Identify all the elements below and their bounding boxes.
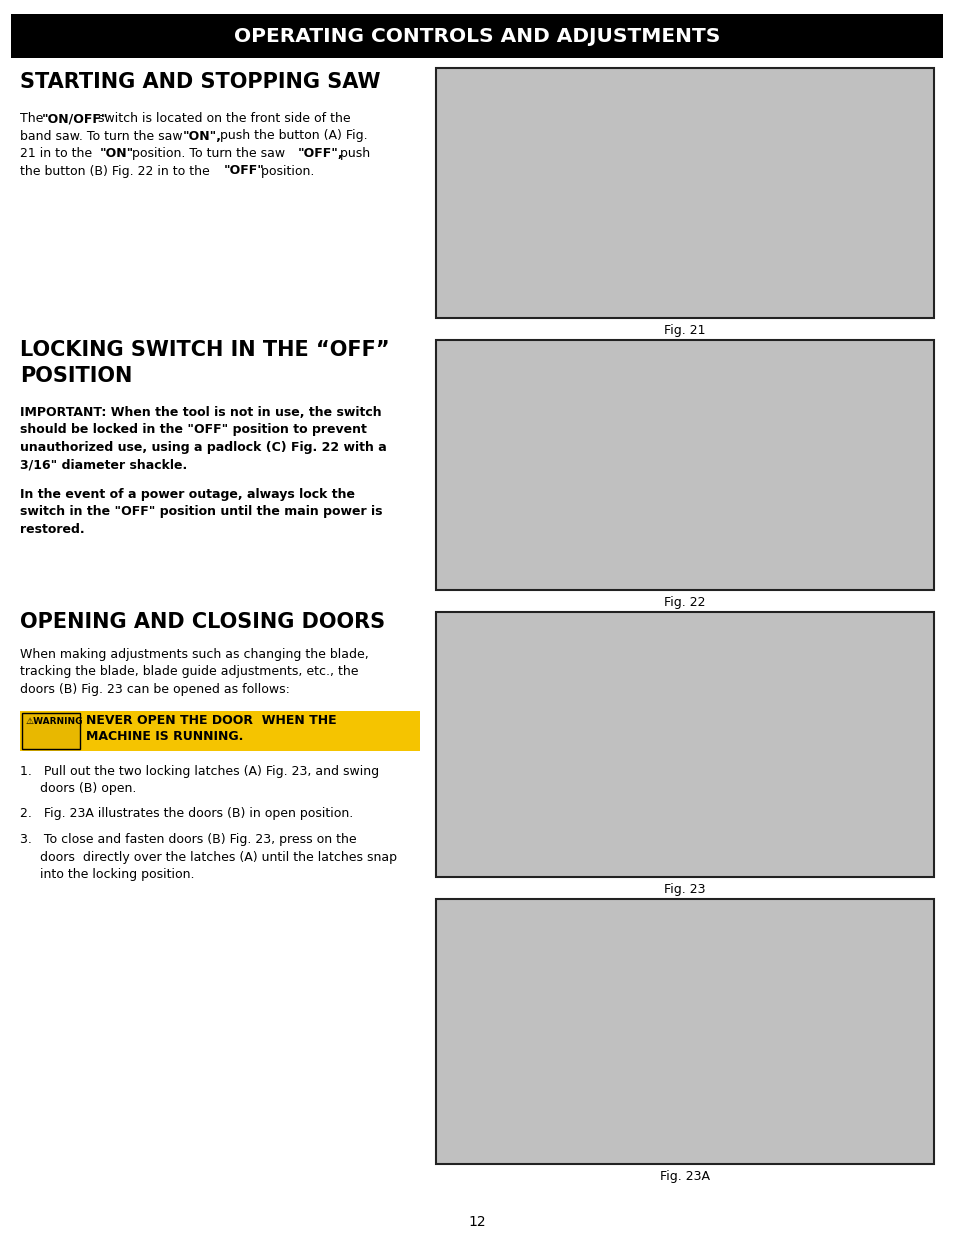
Text: band saw. To turn the saw: band saw. To turn the saw <box>20 130 187 142</box>
Text: position. To turn the saw: position. To turn the saw <box>128 147 289 161</box>
Text: "OFF": "OFF" <box>224 164 265 178</box>
Text: 2.   Fig. 23A illustrates the doors (B) in open position.: 2. Fig. 23A illustrates the doors (B) in… <box>20 808 353 820</box>
Text: push the button (A) Fig.: push the button (A) Fig. <box>215 130 367 142</box>
Bar <box>436 613 933 877</box>
Text: the button (B) Fig. 22 in to the: the button (B) Fig. 22 in to the <box>20 164 213 178</box>
Text: ⚠WARNING: ⚠WARNING <box>26 716 84 725</box>
Text: In the event of a power outage, always lock the: In the event of a power outage, always l… <box>20 488 355 501</box>
Text: STARTING AND STOPPING SAW: STARTING AND STOPPING SAW <box>20 72 380 91</box>
Text: "ON/OFF": "ON/OFF" <box>42 112 109 125</box>
Text: 12: 12 <box>468 1215 485 1229</box>
Text: 1.   Pull out the two locking latches (A) Fig. 23, and swing: 1. Pull out the two locking latches (A) … <box>20 764 378 778</box>
Text: into the locking position.: into the locking position. <box>20 868 194 881</box>
Text: IMPORTANT: When the tool is not in use, the switch: IMPORTANT: When the tool is not in use, … <box>20 406 381 419</box>
Text: tracking the blade, blade guide adjustments, etc., the: tracking the blade, blade guide adjustme… <box>20 666 358 678</box>
Text: doors (B) open.: doors (B) open. <box>20 782 136 795</box>
Bar <box>22 713 80 748</box>
Text: position.: position. <box>256 164 314 178</box>
Bar <box>436 68 933 317</box>
Text: Fig. 21: Fig. 21 <box>663 324 705 337</box>
Text: "ON": "ON" <box>100 147 134 161</box>
Text: switch is located on the front side of the: switch is located on the front side of t… <box>94 112 351 125</box>
Bar <box>436 340 933 590</box>
Text: LOCKING SWITCH IN THE “OFF”: LOCKING SWITCH IN THE “OFF” <box>20 340 389 359</box>
Bar <box>20 710 419 751</box>
Text: MACHINE IS RUNNING.: MACHINE IS RUNNING. <box>86 730 243 743</box>
Bar <box>436 899 933 1165</box>
Text: "ON",: "ON", <box>183 130 222 142</box>
Text: Fig. 22: Fig. 22 <box>663 597 705 609</box>
Text: switch in the "OFF" position until the main power is: switch in the "OFF" position until the m… <box>20 505 382 519</box>
Text: push: push <box>335 147 370 161</box>
Text: OPENING AND CLOSING DOORS: OPENING AND CLOSING DOORS <box>20 613 385 632</box>
Text: 21 in to the: 21 in to the <box>20 147 96 161</box>
Text: 3/16" diameter shackle.: 3/16" diameter shackle. <box>20 458 187 472</box>
Text: doors (B) Fig. 23 can be opened as follows:: doors (B) Fig. 23 can be opened as follo… <box>20 683 290 697</box>
Text: "OFF",: "OFF", <box>297 147 343 161</box>
Text: doors  directly over the latches (A) until the latches snap: doors directly over the latches (A) unti… <box>20 851 396 863</box>
Text: Fig. 23A: Fig. 23A <box>659 1170 709 1183</box>
Text: The: The <box>20 112 48 125</box>
Text: unauthorized use, using a padlock (C) Fig. 22 with a: unauthorized use, using a padlock (C) Fi… <box>20 441 386 454</box>
Text: OPERATING CONTROLS AND ADJUSTMENTS: OPERATING CONTROLS AND ADJUSTMENTS <box>233 26 720 46</box>
Text: NEVER OPEN THE DOOR  WHEN THE: NEVER OPEN THE DOOR WHEN THE <box>86 715 336 727</box>
Text: POSITION: POSITION <box>20 366 132 387</box>
Text: 3.   To close and fasten doors (B) Fig. 23, press on the: 3. To close and fasten doors (B) Fig. 23… <box>20 832 356 846</box>
Bar <box>22 713 80 748</box>
Text: Fig. 23: Fig. 23 <box>663 883 705 897</box>
Text: When making adjustments such as changing the blade,: When making adjustments such as changing… <box>20 648 369 661</box>
Bar <box>11 14 942 58</box>
Text: restored.: restored. <box>20 522 85 536</box>
Text: should be locked in the "OFF" position to prevent: should be locked in the "OFF" position t… <box>20 424 367 436</box>
